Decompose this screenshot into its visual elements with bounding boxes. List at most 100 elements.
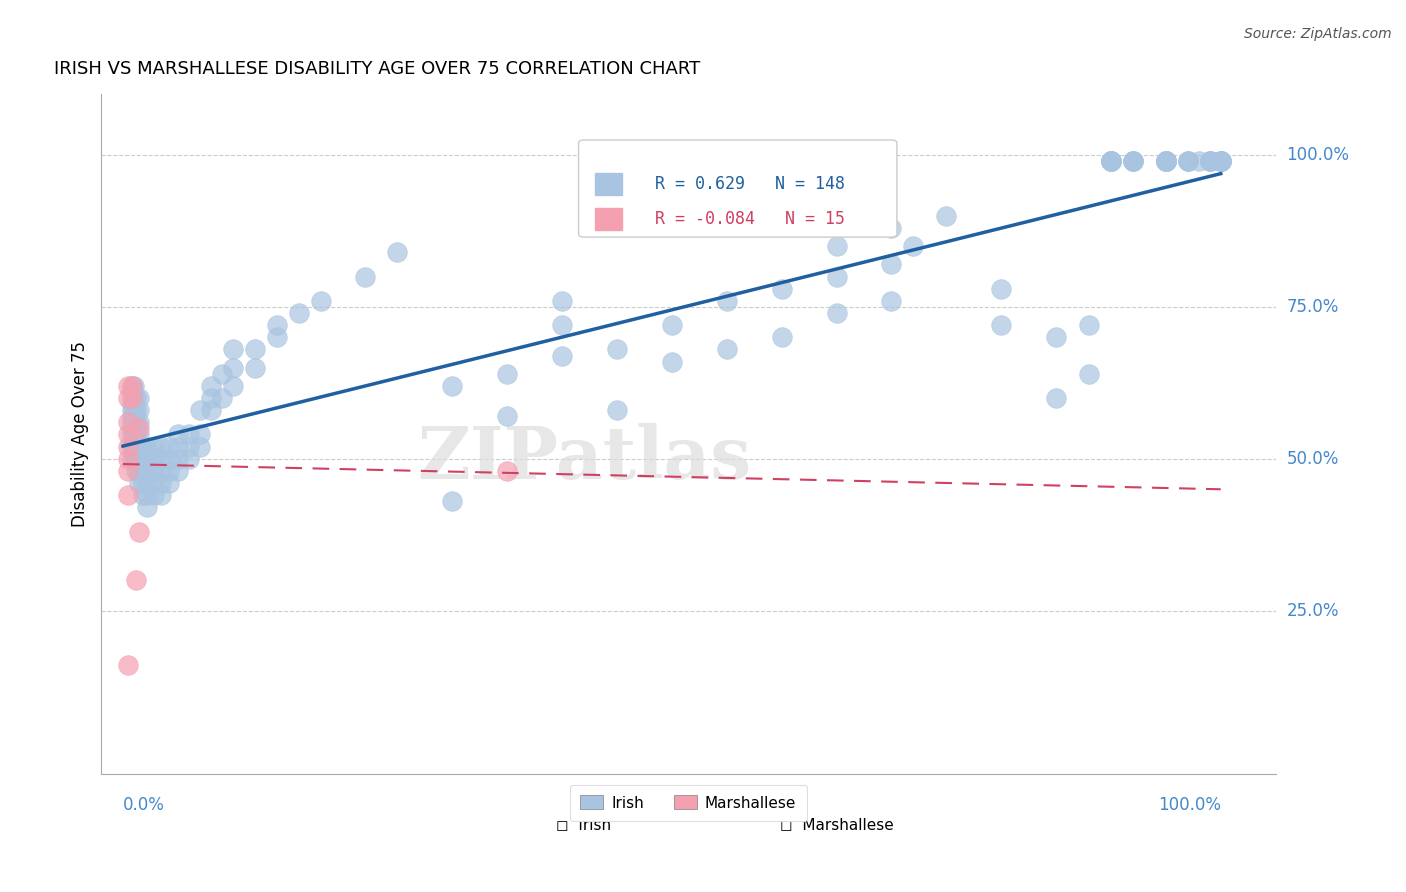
- Text: R = 0.629   N = 148: R = 0.629 N = 148: [655, 175, 845, 193]
- Point: [266, 330, 288, 344]
- Point: [606, 343, 628, 357]
- Point: [1099, 154, 1122, 169]
- Point: [117, 379, 139, 393]
- Point: [266, 318, 288, 333]
- Point: [150, 440, 173, 454]
- Text: 0.0%: 0.0%: [122, 796, 165, 814]
- Point: [825, 306, 848, 320]
- Point: [142, 476, 165, 491]
- Point: [211, 391, 233, 405]
- Point: [188, 440, 211, 454]
- Point: [243, 343, 266, 357]
- Point: [1209, 154, 1232, 169]
- Point: [1045, 391, 1067, 405]
- Point: [150, 476, 173, 491]
- Text: IRISH VS MARSHALLESE DISABILITY AGE OVER 75 CORRELATION CHART: IRISH VS MARSHALLESE DISABILITY AGE OVER…: [53, 60, 700, 78]
- Point: [903, 239, 925, 253]
- Point: [188, 427, 211, 442]
- Point: [606, 403, 628, 417]
- Point: [551, 318, 574, 333]
- Point: [551, 349, 574, 363]
- Point: [125, 440, 148, 454]
- Point: [441, 379, 464, 393]
- Bar: [595, 208, 621, 229]
- Point: [770, 282, 793, 296]
- Point: [136, 476, 159, 491]
- Point: [150, 464, 173, 478]
- Point: [167, 464, 190, 478]
- Point: [661, 354, 683, 368]
- Point: [125, 427, 148, 442]
- Point: [825, 239, 848, 253]
- Point: [880, 293, 903, 308]
- Point: [1198, 154, 1220, 169]
- Point: [121, 440, 143, 454]
- Point: [167, 427, 190, 442]
- Point: [117, 488, 139, 502]
- Point: [142, 464, 165, 478]
- Point: [1177, 154, 1199, 169]
- Point: [1099, 154, 1122, 169]
- Point: [117, 658, 139, 673]
- Point: [136, 440, 159, 454]
- Point: [1209, 154, 1232, 169]
- Point: [121, 379, 143, 393]
- Point: [125, 451, 148, 466]
- Point: [122, 434, 145, 448]
- Point: [121, 421, 143, 435]
- Point: [136, 464, 159, 478]
- Point: [122, 379, 145, 393]
- Point: [1198, 154, 1220, 169]
- Text: 100.0%: 100.0%: [1157, 796, 1220, 814]
- Point: [1122, 154, 1144, 169]
- Point: [142, 440, 165, 454]
- Point: [177, 451, 200, 466]
- Point: [157, 464, 180, 478]
- Point: [121, 384, 143, 399]
- Point: [200, 391, 222, 405]
- Point: [128, 427, 150, 442]
- Point: [1045, 330, 1067, 344]
- Point: [200, 403, 222, 417]
- Point: [935, 209, 957, 223]
- Point: [128, 524, 150, 539]
- Point: [353, 269, 375, 284]
- Point: [157, 440, 180, 454]
- Point: [716, 293, 738, 308]
- Text: ◻  Marshallese: ◻ Marshallese: [780, 817, 893, 832]
- Point: [1154, 154, 1177, 169]
- Text: R = -0.084   N = 15: R = -0.084 N = 15: [655, 210, 845, 227]
- Point: [1099, 154, 1122, 169]
- Point: [167, 451, 190, 466]
- Point: [121, 379, 143, 393]
- Point: [1078, 318, 1101, 333]
- Text: 100.0%: 100.0%: [1286, 146, 1350, 164]
- Point: [125, 391, 148, 405]
- Point: [128, 403, 150, 417]
- Point: [125, 464, 148, 478]
- Point: [1209, 154, 1232, 169]
- FancyBboxPatch shape: [578, 140, 897, 237]
- Point: [117, 427, 139, 442]
- Point: [222, 379, 245, 393]
- Point: [121, 427, 143, 442]
- Point: [1154, 154, 1177, 169]
- Point: [122, 427, 145, 442]
- Point: [1122, 154, 1144, 169]
- Point: [132, 476, 155, 491]
- Point: [121, 415, 143, 429]
- Point: [1099, 154, 1122, 169]
- Point: [142, 488, 165, 502]
- Point: [122, 421, 145, 435]
- Point: [125, 573, 148, 587]
- Point: [1177, 154, 1199, 169]
- Point: [200, 379, 222, 393]
- Point: [1209, 154, 1232, 169]
- Point: [387, 245, 409, 260]
- Point: [990, 282, 1012, 296]
- Point: [132, 440, 155, 454]
- Point: [157, 476, 180, 491]
- Point: [1122, 154, 1144, 169]
- Point: [128, 464, 150, 478]
- Point: [128, 415, 150, 429]
